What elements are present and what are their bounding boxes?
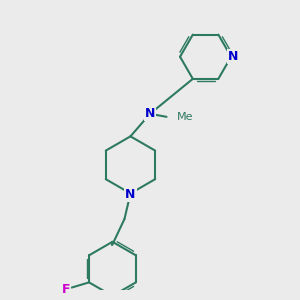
- Text: N: N: [145, 107, 155, 120]
- Text: Me: Me: [177, 112, 194, 122]
- Text: N: N: [125, 188, 136, 201]
- Text: F: F: [62, 283, 70, 296]
- Text: N: N: [227, 50, 238, 63]
